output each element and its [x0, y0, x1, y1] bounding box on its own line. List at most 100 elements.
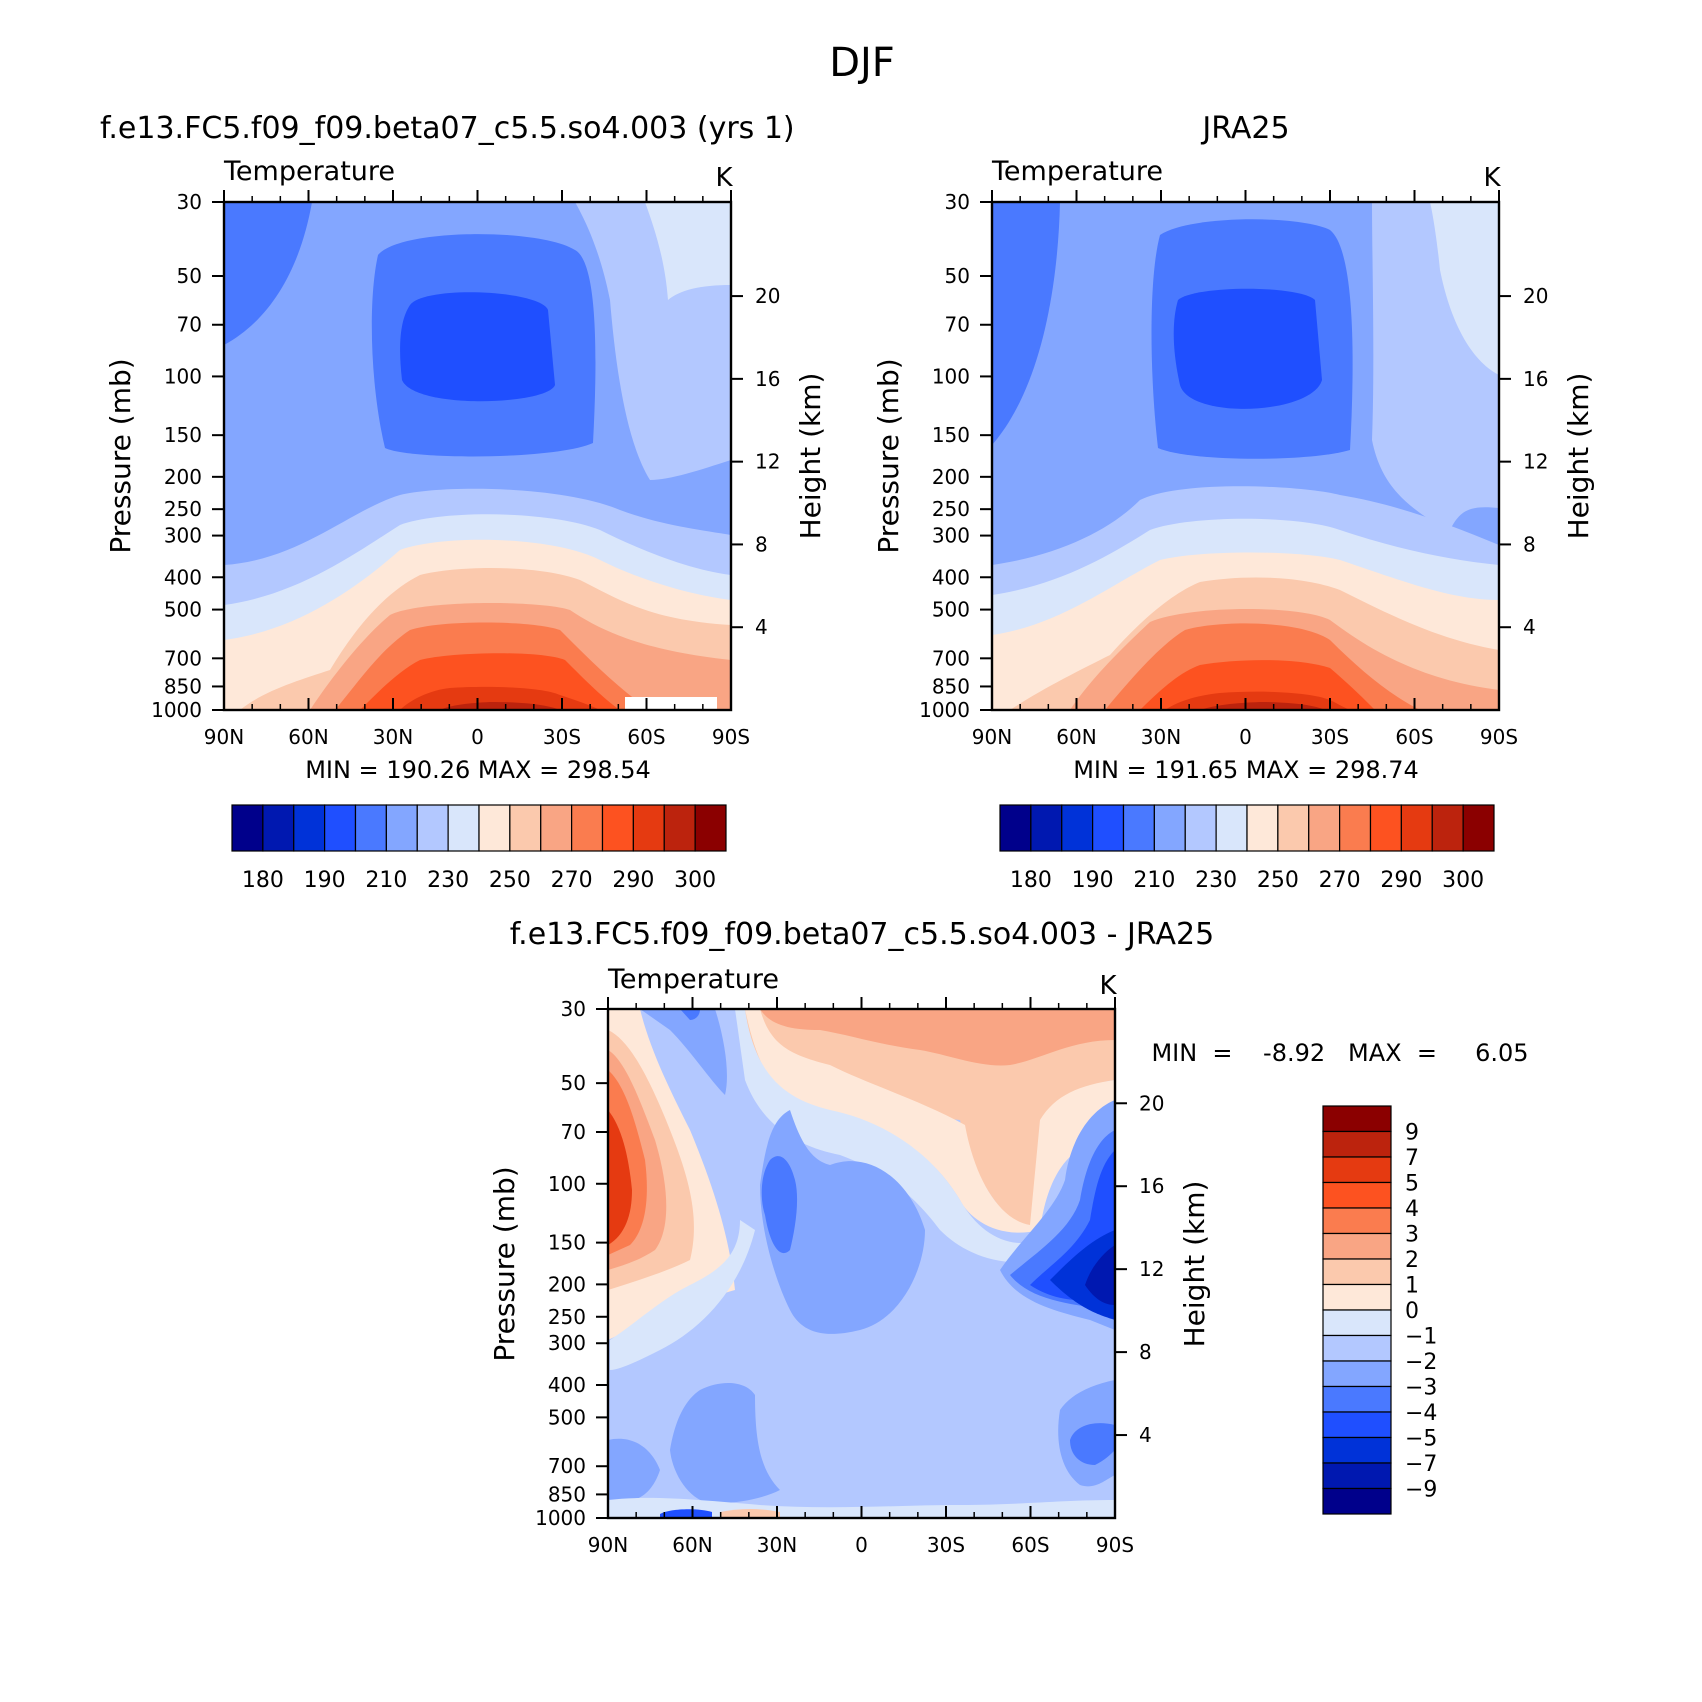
band-obs-se-top: [1430, 202, 1499, 375]
panel-diff-contours: [608, 1009, 1115, 1518]
panel-obs-ylabel-right: Height (km): [1562, 373, 1595, 540]
height-tick-label: 20: [1523, 284, 1548, 308]
x-tick-label: 30N: [373, 725, 413, 749]
colorbar-label: 210: [365, 868, 407, 893]
panel-model-axes: 90N 60N 30N 0 30S 60S 90S 30 50 70 100 150 200 250 300…: [151, 190, 780, 749]
colorbar-label: 230: [1195, 868, 1237, 893]
y-tick-label: 50: [945, 264, 970, 288]
height-tick-label: 4: [1523, 615, 1536, 639]
y-tick-label: 1000: [535, 1506, 586, 1530]
colorbar-swatch: [1215, 804, 1248, 852]
x-tick-label: 90S: [1480, 725, 1518, 749]
height-tick-label: 20: [1139, 1091, 1164, 1115]
colorbar-swatch: [1322, 1334, 1392, 1362]
colorbar-label: 7: [1405, 1146, 1419, 1171]
colorbar-label: −5: [1405, 1427, 1437, 1452]
colorbar-label: 250: [489, 868, 531, 893]
height-tick-label: 4: [1139, 1423, 1152, 1447]
colorbar-swatch: [262, 804, 295, 852]
y-tick-label: 30: [561, 997, 586, 1021]
panel-obs-axes: 90N 60N 30N 0 30S 60S 90S 30 50 70 100 150 200 250 300…: [919, 190, 1548, 749]
y-tick-label: 150: [932, 423, 970, 447]
panel-obs-left-label: Temperature: [991, 156, 1163, 187]
x-tick-label: 30S: [927, 1533, 965, 1557]
band-model-se-top: [645, 202, 731, 300]
x-tick-label: 90S: [712, 725, 750, 749]
dband-nw-warm-4: [608, 1110, 632, 1245]
colorbar-swatch: [509, 804, 542, 852]
y-tick-label: 100: [164, 364, 202, 388]
y-tick-label: 400: [164, 565, 202, 589]
colorbar-swatch: [1322, 1462, 1392, 1490]
colorbar-swatch: [385, 804, 418, 852]
panel-obs-stats: MIN = 191.65 MAX = 298.74: [1073, 756, 1419, 784]
colorbar-swatch: [1462, 804, 1495, 852]
colorbar-label: 270: [1319, 868, 1361, 893]
y-tick-label: 70: [945, 313, 970, 337]
colorbar-swatch: [478, 804, 511, 852]
colorbar-swatch: [1322, 1207, 1392, 1235]
dband-upper-trop-light: [735, 1009, 1045, 1263]
panel-model-unit-label: K: [715, 163, 733, 193]
panel-model-ylabel: Pressure (mb): [104, 358, 137, 553]
x-tick-label: 0: [855, 1533, 868, 1557]
colorbar-swatch: [1061, 804, 1094, 852]
dband-upper-trop-warm: [745, 1009, 1115, 1230]
colorbar-label: −7: [1405, 1452, 1437, 1477]
band-model-tropo-core: [400, 292, 555, 402]
y-tick-label: 150: [548, 1231, 586, 1255]
panel-diff-ylabel-right: Height (km): [1178, 1181, 1211, 1348]
panel-obs: JRA25 Temperature K 90N 60N 30N 0 30S 60S 90S 3…: [872, 111, 1595, 893]
colorbar-swatch: [1122, 804, 1155, 852]
height-tick-label: 16: [1139, 1174, 1164, 1198]
panel-diff-unit-label: K: [1099, 971, 1117, 1001]
colorbar-label: 190: [1072, 868, 1114, 893]
height-tick-label: 8: [1139, 1340, 1152, 1364]
colorbar-swatch: [1184, 804, 1217, 852]
colorbar-swatch: [231, 804, 264, 852]
y-tick-label: 250: [164, 497, 202, 521]
height-tick-label: 20: [755, 284, 780, 308]
colorbar-label: 180: [242, 868, 284, 893]
y-tick-label: 150: [164, 423, 202, 447]
colorbar-swatch: [293, 804, 326, 852]
panel-model-colorbar: 180 190 210 230 250 270 290 300: [231, 804, 727, 893]
colorbar-swatch: [1322, 1283, 1392, 1311]
colorbar-swatch: [1153, 804, 1186, 852]
panel-model-contours: [224, 202, 731, 710]
y-tick-label: 700: [164, 646, 202, 670]
y-tick-label: 850: [548, 1482, 586, 1506]
colorbar-label: 2: [1405, 1248, 1419, 1273]
x-tick-label: 30N: [1141, 725, 1181, 749]
colorbar-label: 300: [1442, 868, 1484, 893]
colorbar-label: 210: [1133, 868, 1175, 893]
height-tick-label: 12: [755, 450, 780, 474]
panel-obs-title: JRA25: [1200, 111, 1289, 146]
x-tick-label: 90N: [972, 725, 1012, 749]
panel-obs-ylabel: Pressure (mb): [872, 358, 905, 553]
y-tick-label: 850: [932, 674, 970, 698]
colorbar-swatch: [1400, 804, 1433, 852]
y-tick-label: 500: [932, 598, 970, 622]
y-tick-label: 200: [164, 465, 202, 489]
colorbar-label: 190: [304, 868, 346, 893]
dband-top-warm-mid: [760, 1009, 1115, 1066]
height-tick-label: 4: [755, 615, 768, 639]
y-tick-label: 50: [177, 264, 202, 288]
panel-diff-axes: 90N 60N 30N 0 30S 60S 90S 30 50 70 100 150 200 250300…: [535, 997, 1164, 1557]
colorbar-label: 250: [1257, 868, 1299, 893]
colorbar-swatch: [1322, 1385, 1392, 1413]
x-tick-label: 90S: [1096, 1533, 1134, 1557]
colorbar-label: −9: [1405, 1478, 1437, 1503]
dband-upper-trop-pale: [745, 1009, 1115, 1233]
colorbar-swatch: [1322, 1258, 1392, 1286]
panel-obs-unit-label: K: [1483, 163, 1501, 193]
colorbar-swatch: [447, 804, 480, 852]
colorbar-swatch: [1322, 1487, 1392, 1515]
panel-obs-colorbar: 180 190 210 230 250 270 290 300: [999, 804, 1495, 893]
colorbar-label: 290: [1380, 868, 1422, 893]
colorbar-swatch: [540, 804, 573, 852]
x-tick-label: 60S: [1395, 725, 1433, 749]
dband-sfc-cold: [660, 1509, 712, 1518]
